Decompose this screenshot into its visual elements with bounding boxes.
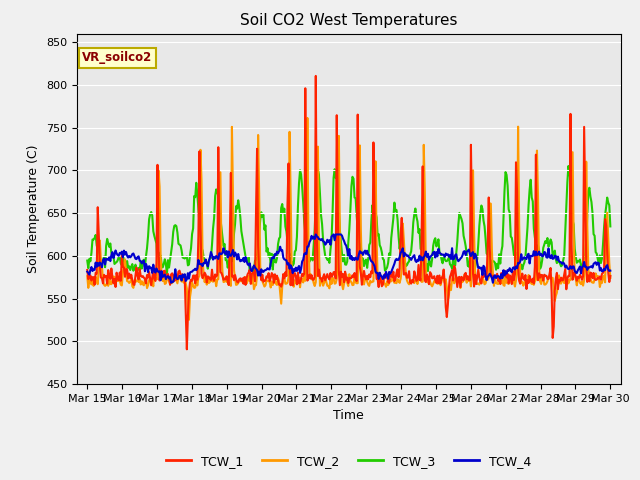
TCW_1 [337,269,345,275]
X-axis label: Time: Time [333,409,364,422]
TCW_3 [513,250,521,256]
TCW_4 [167,280,175,286]
TCW_1 [596,274,604,279]
TCW_3 [367,218,375,224]
TCW_4 [397,250,404,256]
TCW_1 [397,230,404,236]
TCW_4 [596,268,604,274]
Text: VR_soilco2: VR_soilco2 [82,51,152,64]
TCW_3 [596,252,604,258]
Title: Soil CO2 West Temperatures: Soil CO2 West Temperatures [240,13,458,28]
TCW_3 [336,228,344,233]
TCW_3 [564,163,572,169]
TCW_2 [303,115,311,121]
TCW_1 [183,347,191,352]
TCW_3 [163,271,171,277]
TCW_3 [396,246,403,252]
TCW_1 [312,73,319,79]
TCW_2 [515,124,522,130]
TCW_4 [83,269,91,275]
TCW_3 [333,174,340,180]
Legend: TCW_1, TCW_2, TCW_3, TCW_4: TCW_1, TCW_2, TCW_3, TCW_4 [161,450,536,473]
TCW_4 [337,231,345,237]
Y-axis label: Soil Temperature (C): Soil Temperature (C) [28,144,40,273]
TCW_4 [334,231,342,237]
TCW_3 [83,258,91,264]
TCW_4 [369,259,376,265]
TCW_1 [334,208,342,214]
Line: TCW_4: TCW_4 [87,234,611,283]
Line: TCW_2: TCW_2 [87,118,611,320]
Line: TCW_3: TCW_3 [87,166,611,274]
TCW_4 [515,260,522,266]
TCW_4 [607,268,614,274]
TCW_2 [607,275,614,281]
TCW_4 [312,231,319,237]
TCW_1 [369,270,376,276]
TCW_1 [607,273,614,279]
TCW_2 [83,273,91,279]
TCW_2 [596,284,604,290]
TCW_2 [369,279,376,285]
TCW_2 [337,268,345,274]
TCW_2 [397,276,404,281]
Line: TCW_1: TCW_1 [87,76,611,349]
TCW_3 [607,224,614,229]
TCW_2 [334,242,342,248]
TCW_1 [515,264,522,270]
TCW_2 [185,317,193,323]
TCW_1 [83,267,91,273]
